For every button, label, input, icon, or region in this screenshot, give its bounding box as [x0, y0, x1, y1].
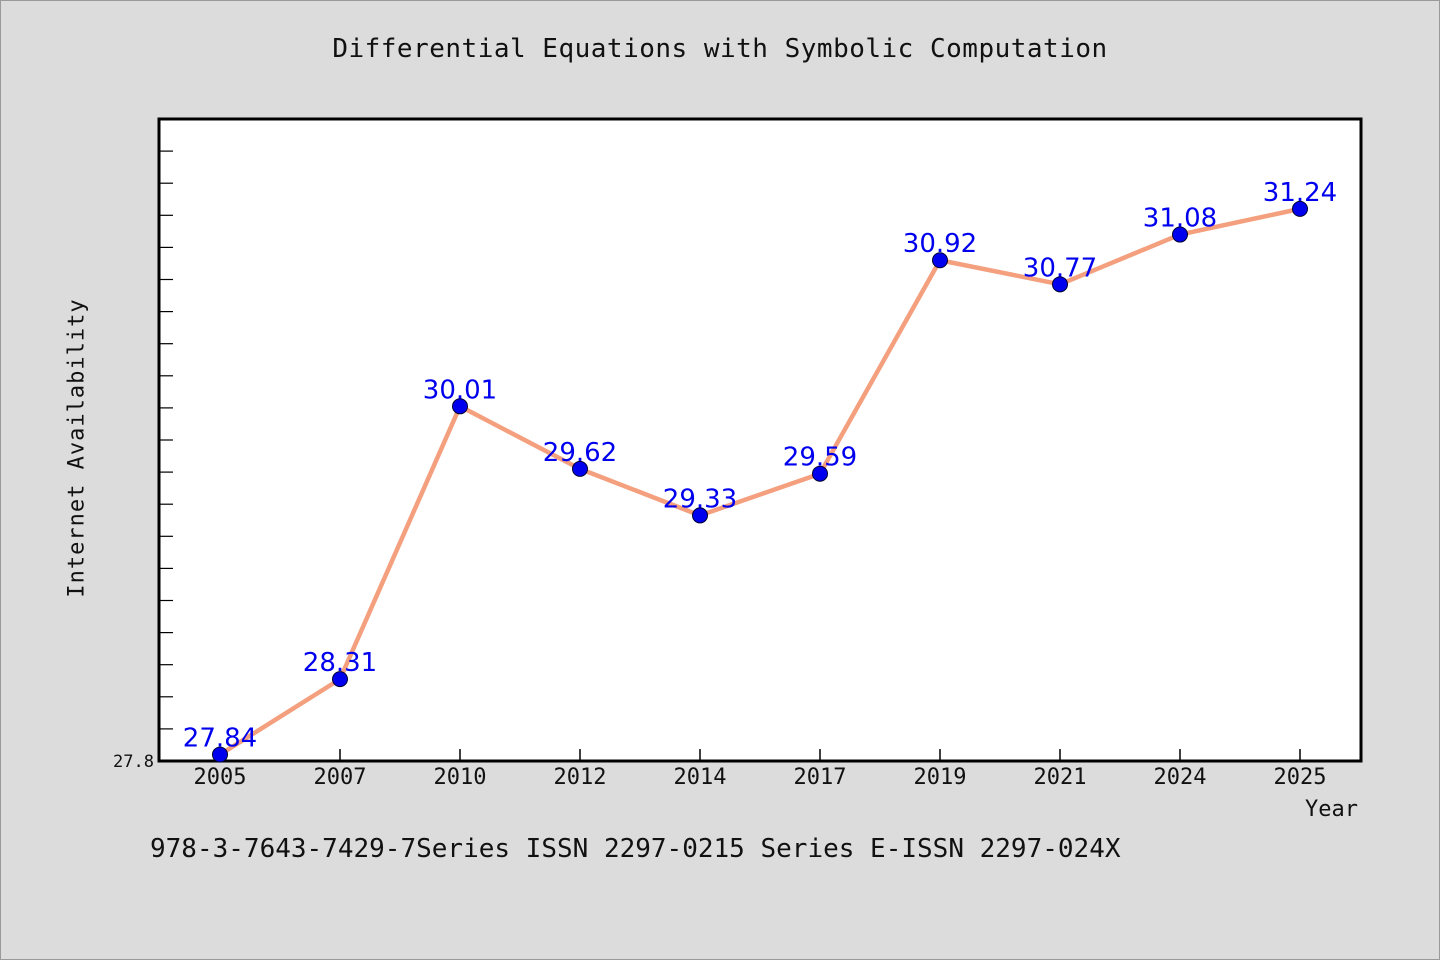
x-axis-ticks: 2005 2007 2010 2012 2014 2017 2019 2021 2024 2025 [194, 749, 1327, 790]
y-tick-label: 27.8 [113, 752, 154, 772]
x-tick-label: 2025 [1274, 765, 1327, 790]
x-tick-label: 2021 [1034, 765, 1087, 790]
data-point [1172, 226, 1188, 243]
data-label: 29.62 [543, 438, 617, 468]
data-labels: 27.84 28.31 30.01 29.62 29.33 29.59 30.92 30.77… [183, 178, 1337, 754]
data-point [932, 252, 948, 269]
data-label: 31.08 [1143, 204, 1217, 234]
x-tick-label: 2010 [434, 765, 487, 790]
data-label: 28.31 [303, 648, 377, 678]
data-label: 29.59 [783, 443, 857, 473]
chart-title: Differential Equations with Symbolic Com… [332, 34, 1108, 64]
data-label: 30.77 [1023, 253, 1097, 283]
data-point [452, 398, 468, 415]
x-axis-label: Year [1305, 797, 1358, 822]
data-point [1292, 200, 1308, 217]
x-tick-label: 2012 [554, 765, 607, 790]
series-line [217, 206, 1303, 757]
data-markers [212, 200, 1308, 763]
x-tick-label: 2014 [674, 765, 727, 790]
series-line-group [217, 206, 1303, 757]
data-point [572, 460, 588, 477]
data-point [1052, 276, 1068, 293]
data-label: 29.33 [663, 484, 737, 514]
x-tick-label: 2024 [1154, 765, 1207, 790]
data-label: 27.84 [183, 724, 257, 754]
data-point [692, 507, 708, 524]
y-axis-ticks: 27.8 [113, 150, 173, 772]
footer-isbn-note: 978-3-7643-7429-7Series ISSN 2297-0215 S… [150, 834, 1121, 864]
data-label: 30.92 [903, 229, 977, 259]
x-tick-label: 2007 [314, 765, 367, 790]
data-point [812, 465, 828, 482]
x-tick-label: 2019 [914, 765, 967, 790]
data-label: 31.24 [1263, 178, 1337, 208]
plot-area [157, 117, 1363, 763]
x-tick-label: 2017 [794, 765, 847, 790]
data-point [332, 671, 348, 688]
x-tick-label: 2005 [194, 765, 247, 790]
data-label: 30.01 [423, 375, 497, 405]
data-point [212, 746, 228, 763]
